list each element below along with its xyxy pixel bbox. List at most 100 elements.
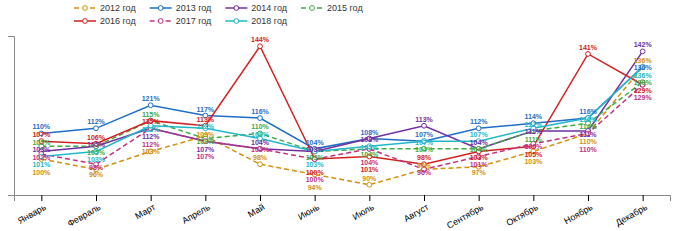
x-tick: Декабрь <box>614 195 650 228</box>
data-label: 112% <box>142 141 160 148</box>
point <box>422 123 427 128</box>
legend-marker <box>83 6 88 11</box>
data-label: 94% <box>308 184 323 191</box>
x-tick: Май <box>246 195 266 219</box>
data-label: 114% <box>525 113 543 120</box>
data-label: 111% <box>579 131 597 138</box>
data-label: 105% <box>360 144 379 151</box>
data-label: 116% <box>251 108 269 115</box>
x-tick-mark <box>369 195 370 201</box>
point <box>258 44 263 49</box>
data-label: 108% <box>251 131 270 138</box>
data-label: 103% <box>306 154 325 161</box>
x-tick-mark <box>260 195 261 201</box>
x-tick-label: Февраль <box>66 202 103 229</box>
series <box>39 49 645 154</box>
x-tick-label: Январь <box>16 202 48 226</box>
series <box>39 82 645 171</box>
data-label: 104% <box>360 159 379 166</box>
x-tick-mark <box>205 195 206 201</box>
data-label: 144% <box>251 36 270 43</box>
legend-item: 2015 год <box>301 3 363 13</box>
legend-label: 2012 год <box>100 3 136 13</box>
legend-marker <box>158 19 163 24</box>
y-axis-line <box>8 37 15 196</box>
data-label: 102% <box>32 154 51 161</box>
legend-item: 2016 год <box>74 16 136 26</box>
series-line <box>41 51 642 151</box>
data-label: 103% <box>142 148 161 155</box>
data-label: 103% <box>306 146 325 153</box>
x-tick-label: Сентябрь <box>445 202 485 231</box>
data-label: 108% <box>360 136 379 143</box>
x-tick-label: Октябрь <box>504 202 539 228</box>
x-tick: Февраль <box>66 195 103 229</box>
legend-marker <box>310 6 315 11</box>
data-label: 107% <box>415 131 434 138</box>
data-label: 114% <box>579 123 597 130</box>
series <box>39 80 645 154</box>
x-tick: Апрель <box>180 195 212 226</box>
x-tick: Октябрь <box>504 195 539 228</box>
legend-marker <box>83 19 88 24</box>
data-label: 107% <box>196 153 215 160</box>
data-label: 107% <box>470 131 489 138</box>
data-label: 108% <box>196 138 215 145</box>
series <box>39 44 645 167</box>
data-label: 98% <box>253 154 268 161</box>
data-label: 104% <box>306 139 325 146</box>
data-label: 129% <box>634 87 653 94</box>
data-label: 103% <box>470 154 489 161</box>
x-tick-label: Май <box>246 202 266 219</box>
series <box>39 64 645 187</box>
data-labels: 110%107%105%103%102%101%100%112%106%105%… <box>32 36 652 191</box>
legend-item: 2017 год <box>150 16 212 26</box>
data-label: 104% <box>251 146 270 153</box>
y-axis <box>8 37 15 196</box>
data-label: 105% <box>524 151 543 158</box>
data-label: 105% <box>87 141 106 148</box>
series <box>39 64 645 159</box>
data-label: 112% <box>197 123 215 130</box>
data-label: 121% <box>142 95 161 102</box>
x-axis-line <box>15 196 671 202</box>
data-label: 116% <box>579 108 597 115</box>
legend-label: 2017 год <box>176 16 212 26</box>
data-label: 96% <box>89 171 104 178</box>
data-label: 96% <box>417 162 432 169</box>
data-label: 115% <box>142 118 160 125</box>
x-tick: Август <box>402 195 430 224</box>
plot: ЯнварьФевральМартАпрельМайИюньИюльАвгуст… <box>8 36 671 230</box>
x-tick-mark <box>533 195 534 201</box>
data-label: 103% <box>32 146 51 153</box>
series-line <box>41 67 642 149</box>
legend-marker <box>158 6 163 11</box>
data-label: 113% <box>142 126 160 133</box>
data-label: 105% <box>32 139 51 146</box>
data-label: 103% <box>87 156 106 163</box>
data-label: 103% <box>524 158 543 165</box>
legend-label: 2016 год <box>100 16 136 26</box>
data-label: 130% <box>634 79 653 86</box>
data-label: 107% <box>32 131 51 138</box>
legend: 2012 год2013 год2014 год2015 год2016 год… <box>74 3 363 26</box>
data-label: 105% <box>87 149 106 156</box>
data-label: 136% <box>634 72 653 79</box>
x-tick-mark <box>588 195 589 201</box>
x-tick: Июль <box>351 195 376 222</box>
data-label: 110% <box>33 123 51 130</box>
x-tick-mark <box>151 195 152 201</box>
data-label: 112% <box>470 118 488 125</box>
x-tick: Ноябрь <box>562 195 594 226</box>
data-label: 104% <box>415 146 434 153</box>
point <box>367 182 372 187</box>
data-label: 106% <box>524 143 543 150</box>
point <box>148 103 153 108</box>
data-label: 110% <box>579 138 597 145</box>
data-label: 101% <box>470 161 489 168</box>
data-label: 116% <box>579 116 597 123</box>
x-tick-label: Август <box>402 202 430 224</box>
data-label: 113% <box>415 116 433 123</box>
data-label: 107% <box>196 146 215 153</box>
x-tick: Март <box>133 195 157 221</box>
